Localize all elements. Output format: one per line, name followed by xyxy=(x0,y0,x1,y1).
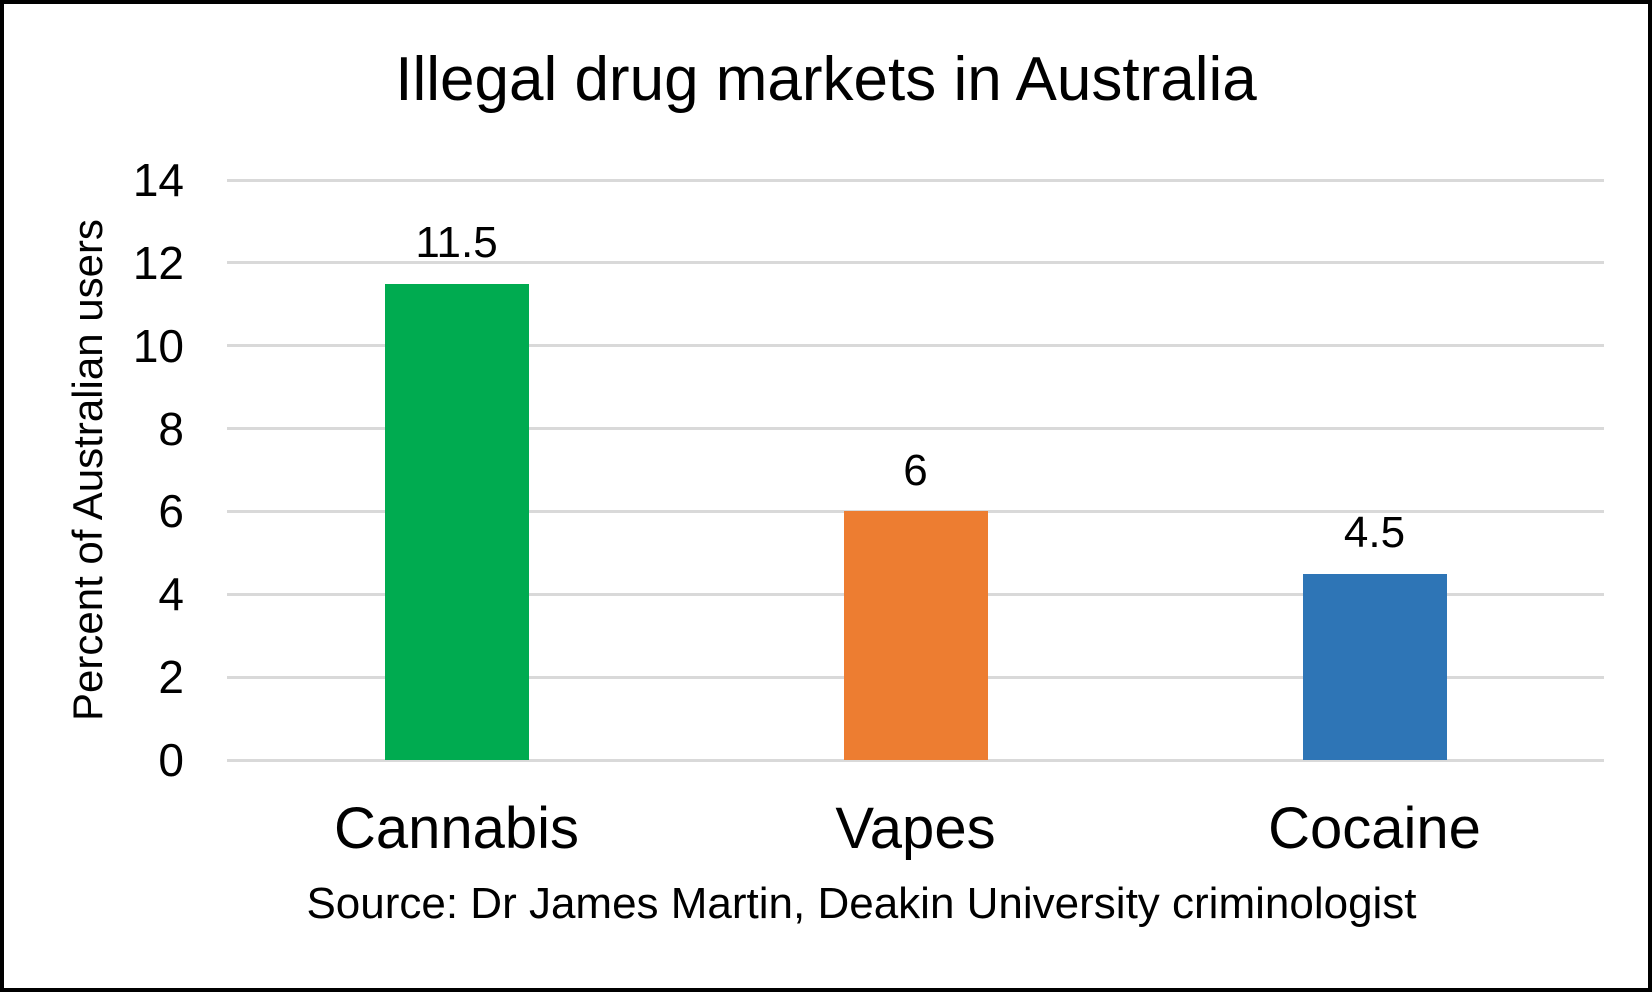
y-tick-label-12: 12 xyxy=(132,236,184,289)
gridline-6 xyxy=(227,509,1604,513)
gridline-14 xyxy=(227,178,1604,182)
gridline-0 xyxy=(227,758,1604,762)
gridline-8 xyxy=(227,427,1604,431)
value-label-cocaine: 4.5 xyxy=(1343,508,1406,558)
bar-cocaine xyxy=(1302,573,1447,760)
source-note: Source: Dr James Martin, Deakin Universi… xyxy=(306,879,1417,928)
gridline-12 xyxy=(227,261,1604,265)
y-tick-label-2: 2 xyxy=(158,651,184,704)
plot-area: 11.5 Cannabis 6 Vapes 4.5 Cocaine xyxy=(227,178,1604,861)
category-label-cocaine: Cocaine xyxy=(1268,796,1481,861)
y-tick-label-0: 0 xyxy=(158,734,184,786)
chart-title: Illegal drug markets in Australia xyxy=(395,45,1257,114)
value-label-cannabis: 11.5 xyxy=(415,218,498,268)
value-label-vapes: 6 xyxy=(903,446,928,496)
y-tick-label-6: 6 xyxy=(158,485,184,538)
category-label-cannabis: Cannabis xyxy=(333,796,580,861)
category-label-vapes: Vapes xyxy=(835,796,996,861)
y-tick-label-4: 4 xyxy=(158,568,184,621)
y-tick-label-14: 14 xyxy=(132,154,184,206)
gridline-10 xyxy=(227,344,1604,348)
y-tick-label-10: 10 xyxy=(132,319,184,372)
bar-cannabis xyxy=(384,283,529,760)
y-tick-label-8: 8 xyxy=(158,402,184,455)
bar-vapes xyxy=(843,511,988,760)
